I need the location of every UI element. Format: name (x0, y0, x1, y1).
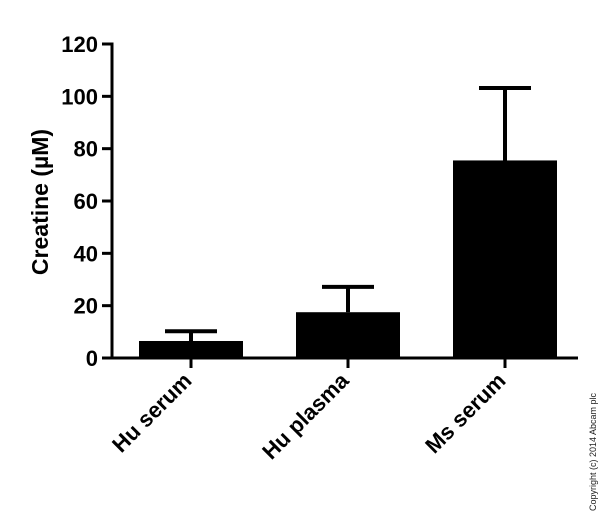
y-axis-title: Creatine (µM) (27, 129, 53, 275)
copyright-text: Copyright (c) 2014 Abcam plc (588, 392, 598, 511)
bar (453, 160, 557, 358)
x-axis-ticks: Hu serum Hu plasma Ms serum (107, 358, 511, 464)
y-tick-label: 20 (74, 294, 98, 319)
y-tick-label: 40 (74, 241, 98, 266)
bar (139, 340, 243, 358)
y-tick-label: 100 (61, 84, 98, 109)
bar (296, 312, 400, 358)
y-tick-label: 0 (86, 346, 98, 371)
y-tick-label: 80 (74, 137, 98, 162)
bars (139, 160, 557, 358)
x-tick-label: Ms serum (420, 368, 510, 458)
y-axis-ticks: 0 20 40 60 80 100 120 (61, 32, 112, 371)
x-tick-label: Hu serum (107, 368, 196, 457)
x-tick-label: Hu plasma (257, 367, 354, 464)
y-tick-label: 120 (61, 32, 98, 57)
error-bars (165, 85, 531, 341)
y-tick-label: 60 (74, 189, 98, 214)
